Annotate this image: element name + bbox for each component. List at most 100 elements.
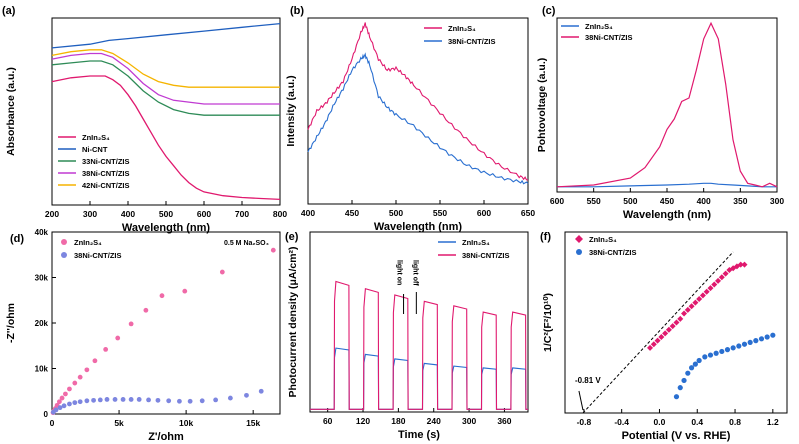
panel-letter: (e) [285, 231, 299, 243]
data-point [681, 310, 688, 317]
data-point [654, 337, 661, 344]
x-tick-label: -0.4 [614, 417, 629, 427]
data-point [92, 358, 98, 364]
data-point [67, 386, 72, 392]
legend-marker [575, 235, 583, 243]
x-tick-label: 600 [477, 208, 491, 218]
x-axis-label: Wavelength (nm) [623, 209, 712, 221]
data-point [711, 281, 718, 288]
data-point [707, 285, 714, 292]
data-point [707, 352, 714, 358]
series-line [310, 280, 528, 410]
data-point [677, 385, 683, 391]
legend-label: ZnIn₂S₄ [589, 235, 617, 244]
x-tick-label: 350 [733, 196, 747, 206]
annotation-arrow [578, 390, 584, 411]
series-line [557, 182, 777, 188]
x-tick-label: 15k [246, 418, 260, 428]
x-axis-label: Time (s) [398, 429, 440, 441]
x-tick-label: 1.2 [767, 417, 779, 427]
data-point [187, 398, 193, 404]
x-tick-label: 0.4 [691, 417, 703, 427]
x-tick-label: 400 [121, 209, 135, 219]
data-point [741, 341, 748, 347]
legend-label: 42Ni-CNT/ZIS [82, 181, 130, 190]
data-point [72, 380, 78, 386]
x-tick-label: 400 [697, 196, 711, 206]
data-point [741, 261, 748, 268]
data-point [258, 388, 264, 394]
panel-b: (b) 400 450 500 550 600 650 Wavelength (nm) Int… [285, 5, 535, 233]
x-tick-label: 450 [660, 196, 674, 206]
series-line [51, 75, 281, 201]
x-tick-label: 360 [497, 416, 511, 426]
data-point [77, 399, 83, 405]
x-tick-label: 800 [273, 209, 287, 219]
extrapolation-line [582, 251, 734, 414]
series-line [51, 49, 280, 88]
x-tick-label: 300 [83, 209, 97, 219]
x-tick-label: 500 [159, 209, 173, 219]
y-axis-label: Pohtovoltage (a.u.) [536, 58, 548, 153]
data-point [702, 354, 708, 360]
panel-e: (e) 60 120 180 240 300 360 Time (s) Photocurren… [285, 231, 529, 441]
x-axis-label: Z'/ohm [148, 431, 184, 443]
data-point [182, 288, 188, 294]
data-point [685, 370, 691, 376]
data-point [688, 303, 695, 310]
y-axis-label: Absorbance (a.u.) [5, 67, 17, 156]
data-point [53, 407, 59, 413]
legend-label: 38Ni-CNT/ZIS [589, 248, 637, 257]
legend-label: ZnIn₂S₄ [448, 24, 476, 33]
legend-label: 38Ni-CNT/ZIS [82, 169, 130, 178]
data-point [758, 336, 765, 342]
data-point [77, 374, 83, 380]
data-point [227, 395, 233, 401]
data-point [155, 397, 161, 403]
y-tick-label: 20k [35, 319, 49, 328]
x-axis-label: Potential (V vs. RHE) [622, 430, 731, 442]
data-point [703, 288, 710, 295]
data-point [764, 334, 770, 340]
x-tick-label: 0 [50, 418, 55, 428]
x-tick-label: 400 [301, 208, 315, 218]
data-point [72, 400, 78, 406]
data-point [159, 293, 165, 299]
y-tick-label: 30k [35, 274, 49, 283]
data-point [737, 261, 744, 268]
legend-marker [61, 239, 67, 245]
data-point [219, 269, 225, 275]
legend-label: 38Ni-CNT/ZIS [462, 251, 510, 260]
x-tick-label: 0.0 [654, 417, 666, 427]
panel-letter: (a) [2, 5, 16, 17]
x-axis-label: Wavelength (nm) [374, 221, 463, 233]
x-tick-label: 300 [462, 416, 476, 426]
y-axis-label: Intensity (a.u.) [285, 75, 297, 146]
data-point [199, 398, 205, 404]
data-point [112, 397, 118, 402]
series-line [51, 22, 281, 49]
data-point [120, 397, 126, 402]
y-axis-label: 1/C²(F²/10¹⁰) [542, 293, 554, 352]
x-tick-label: 240 [427, 416, 441, 426]
data-point [104, 397, 110, 402]
x-tick-label: 600 [550, 196, 564, 206]
series-line [307, 52, 529, 185]
data-point [665, 326, 672, 333]
data-point [730, 345, 736, 351]
data-point [681, 377, 687, 384]
x-tick-label: 5k [114, 418, 124, 428]
data-point [57, 405, 63, 411]
data-point [692, 361, 698, 367]
data-point [684, 306, 691, 313]
data-point [97, 397, 103, 403]
x-tick-label: 700 [235, 209, 249, 219]
panel-f: (f) -0.8 -0.4 0.0 0.4 0.8 1.2 Potential (V vs.… [540, 231, 788, 442]
data-point [658, 333, 665, 340]
y-tick-label: 10k [35, 365, 49, 374]
data-point [115, 335, 121, 341]
legend-label: ZnIn₂S₄ [462, 238, 490, 247]
data-point [692, 299, 699, 306]
x-tick-label: 550 [587, 196, 601, 206]
